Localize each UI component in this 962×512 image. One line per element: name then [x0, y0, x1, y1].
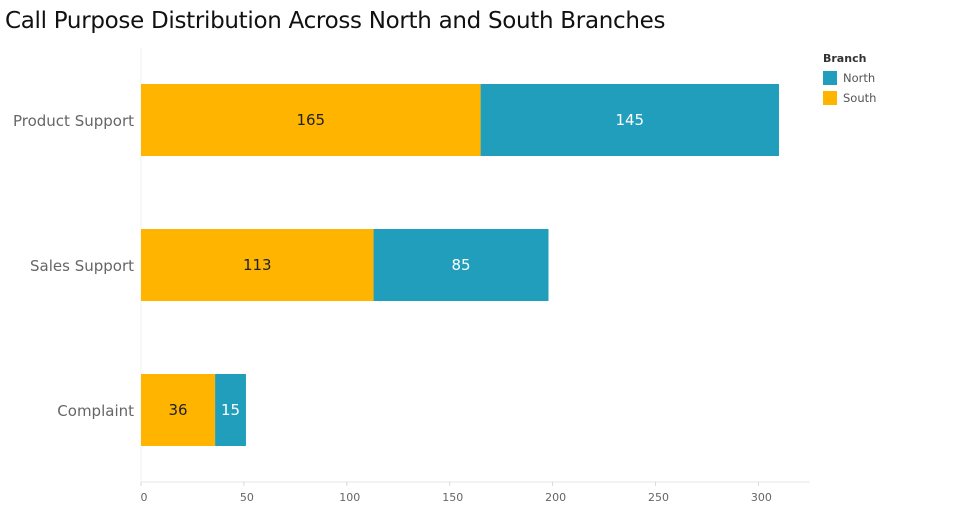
legend-swatch-north — [823, 71, 837, 85]
chart-title: Call Purpose Distribution Across North a… — [5, 8, 666, 34]
legend-item-north[interactable]: North — [823, 68, 876, 88]
data-label-sales-support-north: 85 — [451, 256, 470, 274]
bar-product-support-north[interactable] — [480, 84, 779, 156]
x-tick-label-150: 150 — [442, 491, 463, 504]
legend-label-north: North — [843, 71, 876, 85]
x-tick-label-300: 300 — [751, 491, 772, 504]
legend-swatch-south — [823, 91, 837, 105]
category-label-complaint: Complaint — [57, 402, 134, 420]
bar-sales-support-south[interactable] — [141, 229, 374, 301]
x-tick-label-50: 50 — [240, 491, 254, 504]
legend-label-south: South — [843, 91, 877, 105]
data-label-sales-support-south: 113 — [243, 256, 272, 274]
x-tick-label-200: 200 — [545, 491, 566, 504]
bar-complaint-south[interactable] — [141, 374, 216, 446]
data-label-complaint-south: 36 — [168, 401, 187, 419]
category-label-sales-support: Sales Support — [30, 257, 134, 275]
bar-product-support-south[interactable] — [141, 84, 481, 156]
legend: Branch North South — [823, 52, 876, 108]
x-tick-label-0: 0 — [141, 491, 148, 504]
bar-sales-support-north[interactable] — [373, 229, 549, 301]
x-tick-label-100: 100 — [339, 491, 360, 504]
data-label-product-support-north: 145 — [615, 111, 644, 129]
bar-complaint-north[interactable] — [215, 374, 246, 446]
data-label-product-support-south: 165 — [296, 111, 325, 129]
legend-title: Branch — [823, 52, 867, 65]
x-tick-label-250: 250 — [648, 491, 669, 504]
category-label-product-support: Product Support — [13, 112, 134, 130]
legend-item-south[interactable]: South — [823, 88, 876, 108]
data-label-complaint-north: 15 — [221, 401, 240, 419]
